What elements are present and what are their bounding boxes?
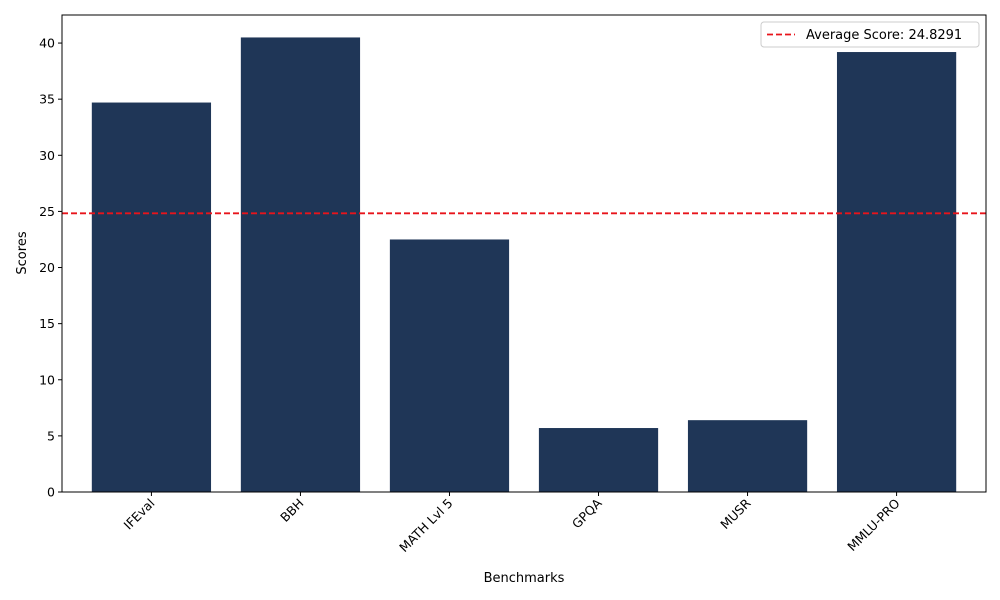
x-tick-label: BBH [277, 496, 306, 525]
legend-box [760, 21, 980, 48]
x-axis-title: Benchmarks [484, 571, 565, 586]
y-tick-label: 5 [47, 428, 55, 443]
y-axis-title: Scores [15, 231, 30, 274]
x-tick-label: GPQA [569, 495, 605, 531]
bar-bbh [240, 37, 361, 492]
y-tick-label: 25 [39, 204, 55, 219]
x-tick-label: IFEval [121, 496, 158, 533]
legend-label: Average Score: 24.8291 [806, 28, 962, 43]
bar-ifeval [91, 102, 212, 492]
bar-musr [687, 420, 808, 492]
x-tick-label: MMLU-PRO [844, 495, 903, 554]
y-tick-label: 10 [39, 372, 55, 387]
x-tick-label: MATH Lvl 5 [396, 496, 455, 555]
bar-math-lvl-5 [389, 239, 510, 492]
bar-mmlu-pro [836, 52, 957, 492]
y-tick-label: 20 [39, 260, 55, 275]
y-tick-label: 0 [47, 485, 55, 500]
plot-frame [61, 14, 987, 493]
bar-gpqa [538, 428, 659, 492]
bars-layer [91, 37, 957, 492]
y-tick-label: 40 [39, 36, 55, 51]
y-tick-label: 35 [39, 92, 55, 107]
x-tick-label: MUSR [717, 495, 754, 532]
y-tick-label: 30 [39, 148, 55, 163]
y-tick-label: 15 [39, 316, 55, 331]
x-axis-ticks: IFEval BBH MATH Lvl 5 GPQA MUSR MMLU-PRO [121, 492, 903, 555]
y-axis-ticks: 0 5 10 15 20 25 30 35 40 [39, 36, 62, 500]
legend: Average Score: 24.8291 [760, 21, 980, 48]
